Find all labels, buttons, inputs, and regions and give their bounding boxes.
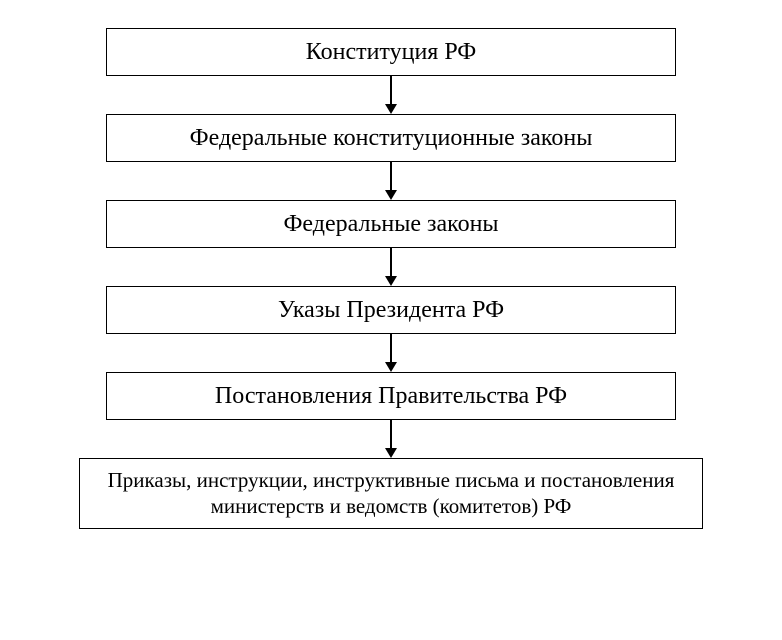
arrow-down-icon xyxy=(385,76,397,114)
node-label: Конституция РФ xyxy=(306,37,476,67)
node-federal-laws: Федеральные законы xyxy=(106,200,676,248)
node-label: Федеральные конституционные законы xyxy=(190,123,593,153)
node-label: Указы Президента РФ xyxy=(278,295,504,325)
flowchart-container: Конституция РФ Федеральные конституционн… xyxy=(0,28,782,529)
arrow-down-icon xyxy=(385,420,397,458)
node-constitution: Конституция РФ xyxy=(106,28,676,76)
node-federal-constitutional-laws: Федеральные конституционные законы xyxy=(106,114,676,162)
node-label: Приказы, инструкции, инструктивные письм… xyxy=(100,467,682,520)
node-label: Постановления Правительства РФ xyxy=(215,381,567,411)
arrow-down-icon xyxy=(385,248,397,286)
node-presidential-decrees: Указы Президента РФ xyxy=(106,286,676,334)
node-government-resolutions: Постановления Правительства РФ xyxy=(106,372,676,420)
arrow-down-icon xyxy=(385,162,397,200)
node-label: Федеральные законы xyxy=(283,209,498,239)
node-ministerial-orders: Приказы, инструкции, инструктивные письм… xyxy=(79,458,703,529)
arrow-down-icon xyxy=(385,334,397,372)
